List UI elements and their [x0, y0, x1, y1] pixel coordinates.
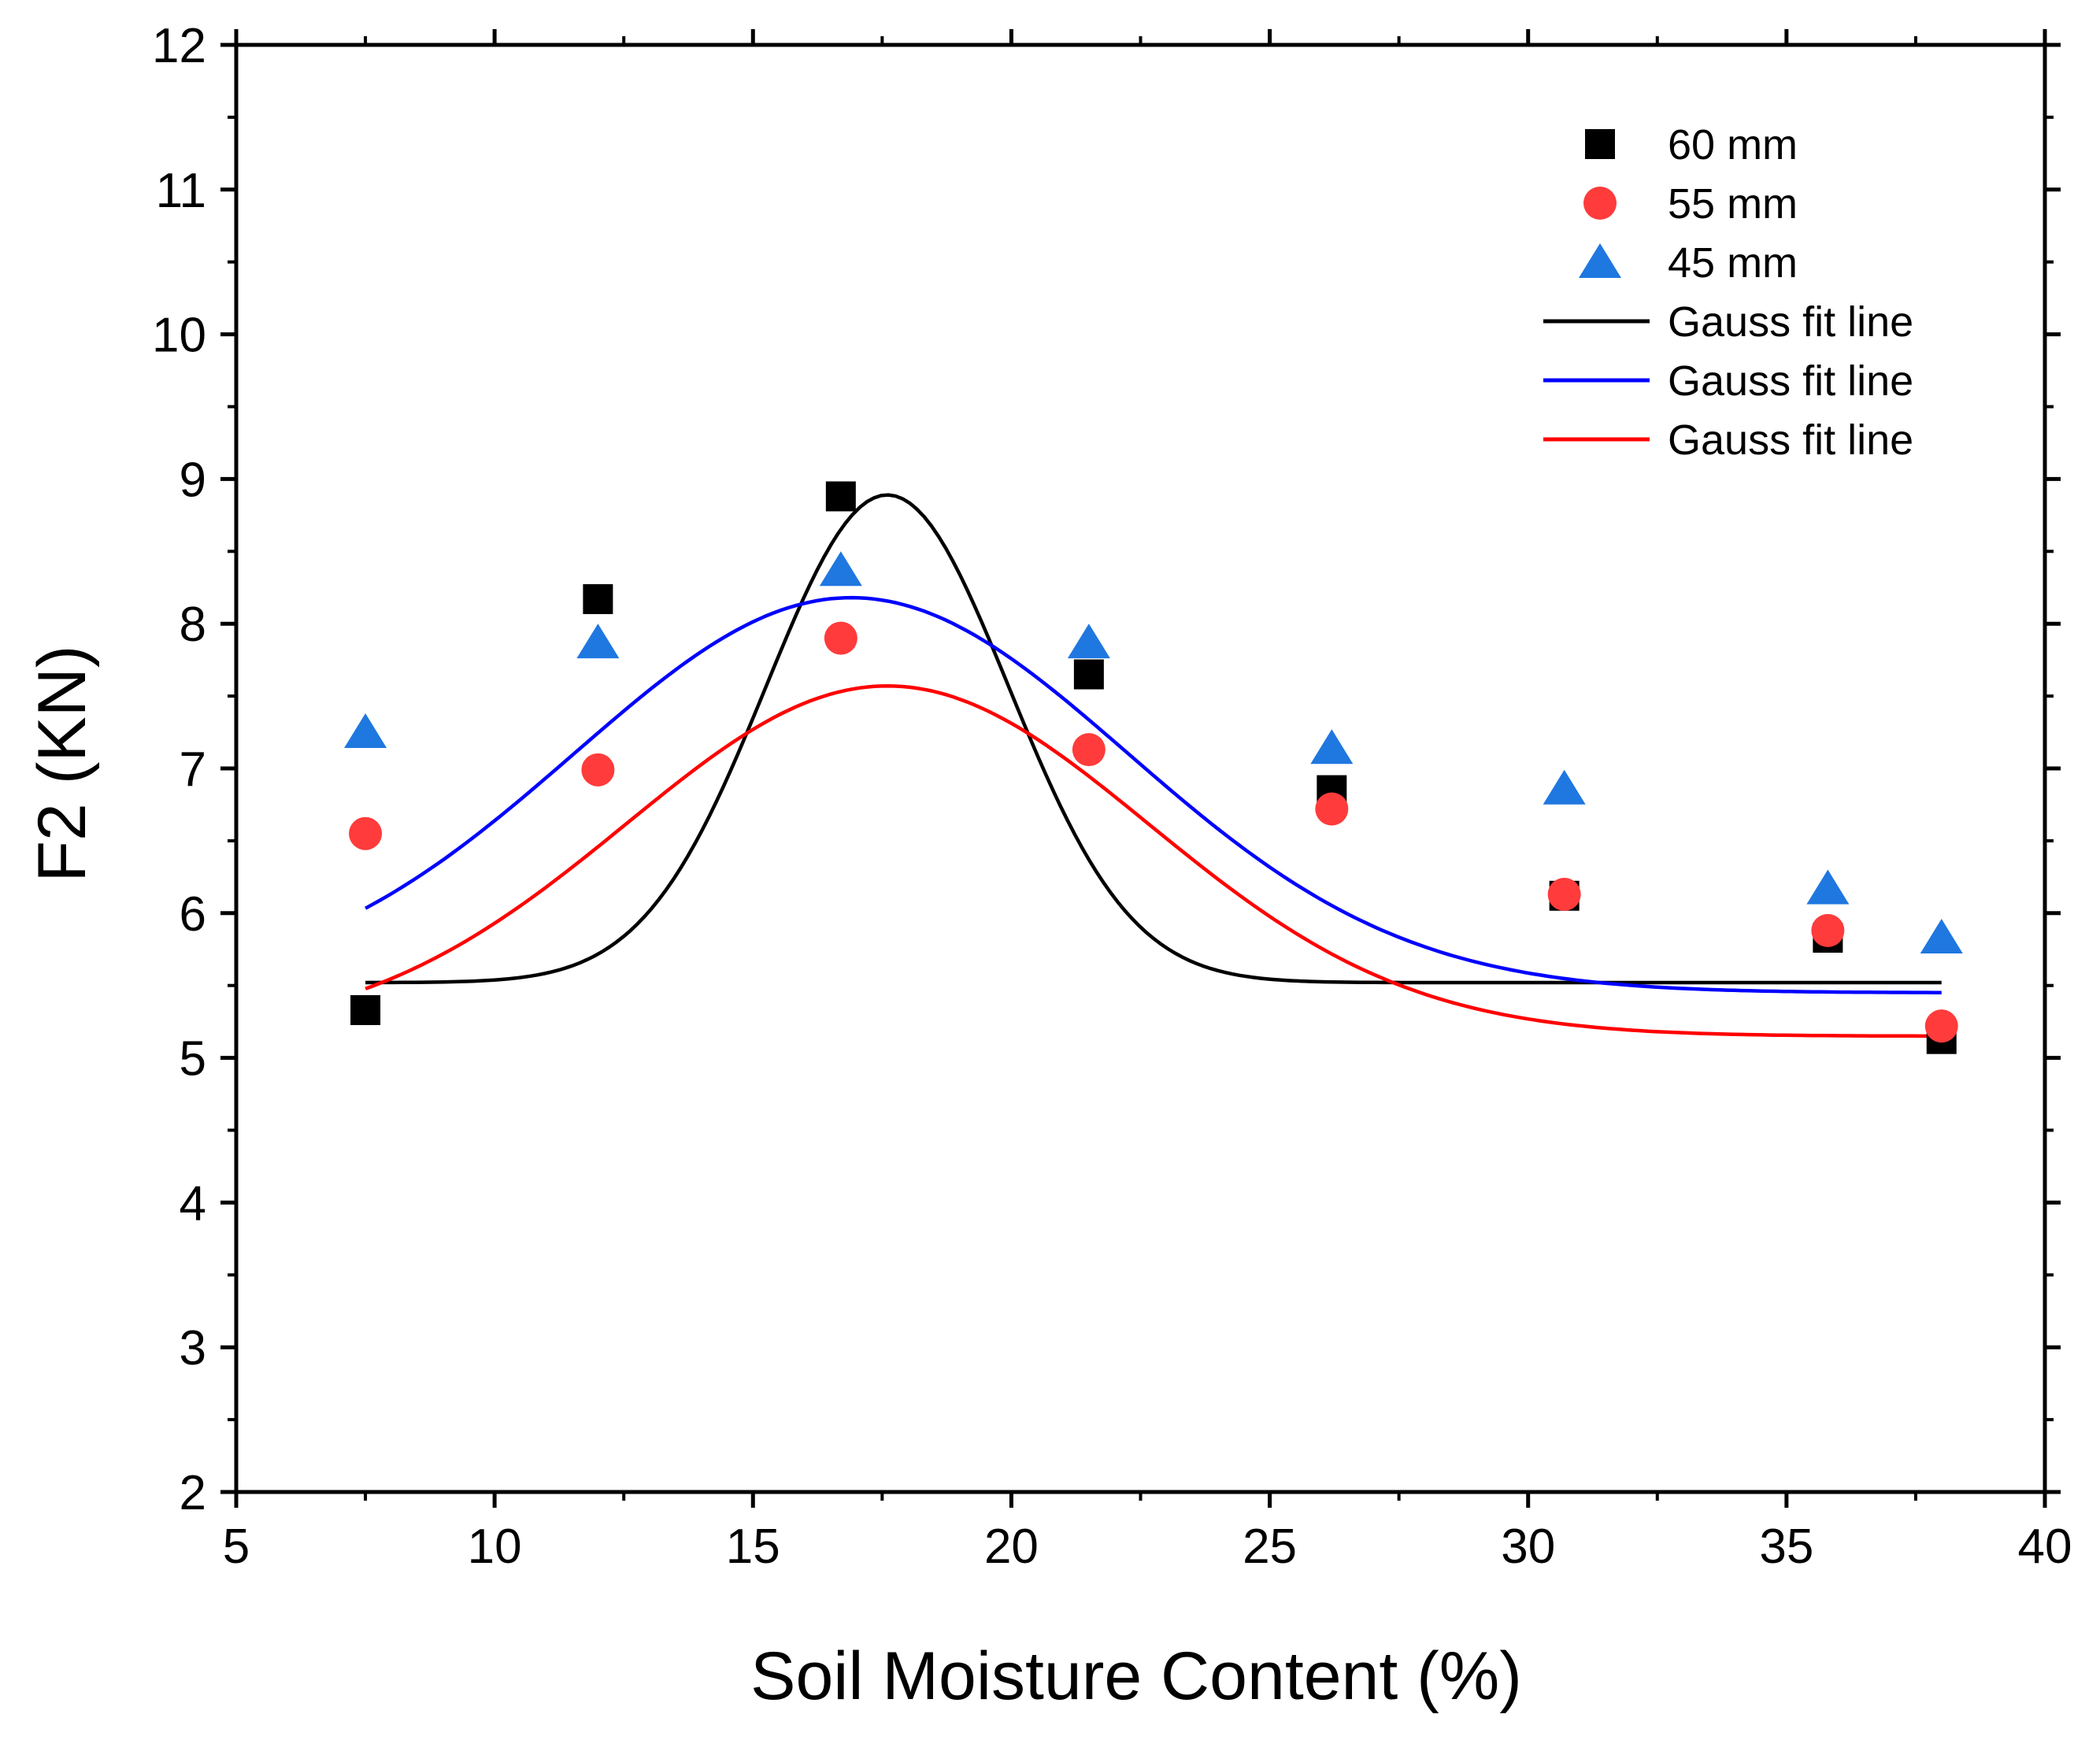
data-point-45-mm — [344, 713, 387, 749]
y-tick-label: 3 — [180, 1321, 206, 1375]
data-point-55-mm — [1924, 1009, 1958, 1043]
y-tick-label: 9 — [180, 453, 206, 507]
y-tick-label: 6 — [180, 887, 206, 942]
axes: 5 10 15 20 25 30 35 40 2 3 4 5 6 7 8 9 10 11 12 — [152, 19, 2072, 1574]
x-tick-label: 35 — [1759, 1520, 1813, 1574]
legend-marker — [1585, 129, 1615, 159]
legend-label: 55 mm — [1668, 180, 1798, 228]
legend-label: Gauss fit line — [1668, 416, 1913, 464]
data-point-60-mm — [1073, 659, 1104, 690]
data-point-45-mm — [1920, 919, 1963, 954]
fit-line-2 — [365, 683, 1942, 1038]
x-tick-label: 30 — [1501, 1520, 1555, 1574]
y-tick-label: 2 — [180, 1466, 206, 1520]
data-point-60-mm — [583, 583, 613, 614]
x-tick-label: 25 — [1243, 1520, 1297, 1574]
data-point-55-mm — [1811, 913, 1845, 947]
fit-lines — [365, 493, 1942, 1038]
data-point-45-mm — [1543, 769, 1586, 805]
data-point-45-mm — [1806, 869, 1850, 905]
x-tick-label: 20 — [984, 1520, 1039, 1574]
data-point-55-mm — [824, 621, 857, 655]
fit-line-1 — [365, 595, 1942, 994]
legend-label: Gauss fit line — [1668, 298, 1913, 346]
legend-label: 60 mm — [1668, 121, 1798, 168]
fit-line-0 — [365, 493, 1942, 985]
x-tick-label: 40 — [2018, 1520, 2072, 1574]
data-point-55-mm — [1547, 877, 1581, 911]
data-point-45-mm — [1310, 729, 1354, 764]
y-tick-label: 12 — [152, 19, 206, 73]
x-axis-title: Soil Moisture Content (%) — [750, 1638, 1522, 1714]
x-tick-label: 5 — [223, 1520, 250, 1574]
y-tick-label: 7 — [180, 742, 206, 797]
y-tick-label: 4 — [180, 1176, 206, 1231]
y-axis-title: F2 (KN) — [24, 646, 100, 883]
legend-label: Gauss fit line — [1668, 357, 1913, 405]
data-point-45-mm — [819, 551, 862, 587]
y-tick-label: 10 — [152, 309, 206, 363]
x-tick-label: 15 — [726, 1520, 780, 1574]
legend-marker — [1583, 187, 1617, 220]
data-point-60-mm — [825, 481, 856, 512]
y-tick-label: 5 — [180, 1032, 206, 1087]
data-point-55-mm — [349, 816, 383, 850]
data-point-60-mm — [350, 994, 381, 1025]
legend-label: 45 mm — [1668, 239, 1798, 287]
data-point-45-mm — [1067, 624, 1110, 659]
data-points — [344, 481, 1963, 1054]
legend-marker — [1579, 243, 1621, 278]
legend: 60 mm 55 mm 45 mm Gauss fit line Gauss fit l… — [1543, 121, 1913, 464]
y-tick-label: 11 — [156, 164, 206, 218]
data-point-55-mm — [1072, 733, 1106, 767]
data-point-55-mm — [1315, 792, 1349, 826]
x-tick-label: 10 — [468, 1520, 522, 1574]
data-point-45-mm — [576, 624, 620, 659]
y-tick-label: 8 — [180, 598, 206, 652]
data-point-55-mm — [581, 753, 615, 787]
